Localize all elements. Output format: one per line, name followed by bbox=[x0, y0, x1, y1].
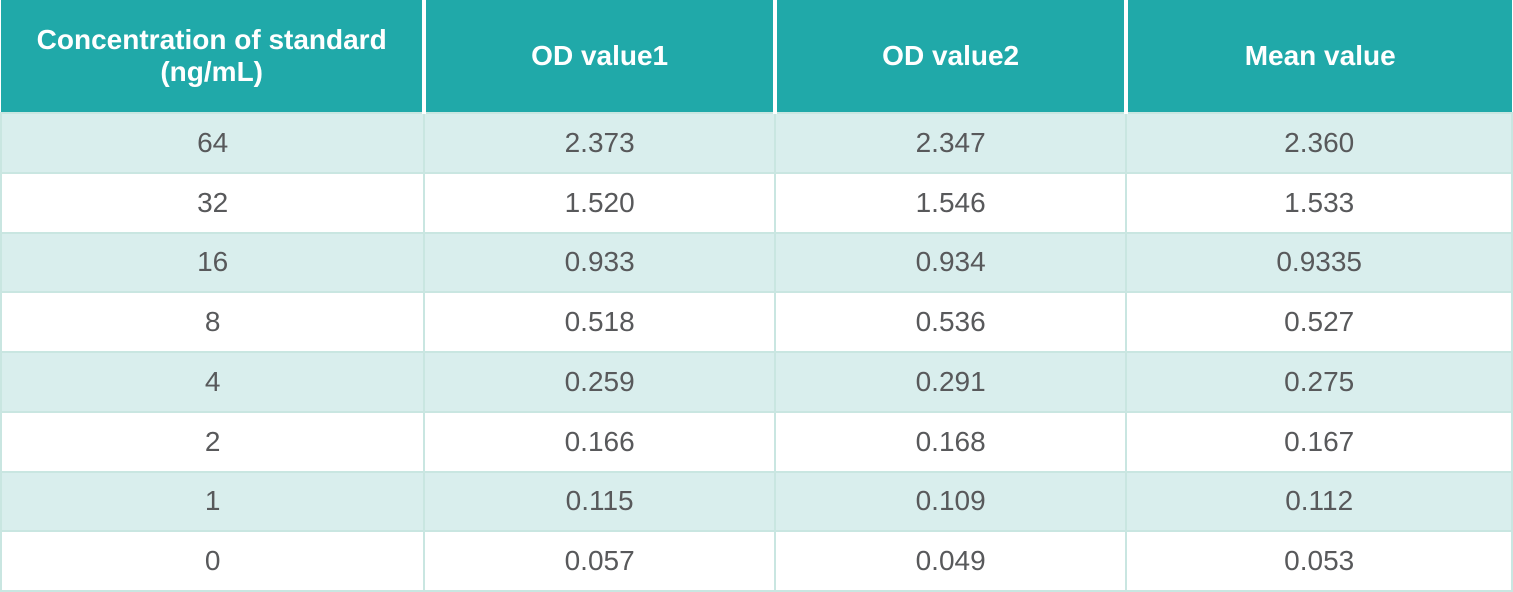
table-header: Concentration of standard (ng/mL) OD val… bbox=[1, 0, 1512, 113]
header-cell-od-value1: OD value1 bbox=[424, 0, 777, 113]
table-cell: 0.166 bbox=[423, 410, 776, 473]
table-cell: 1.520 bbox=[423, 171, 776, 234]
table-cell: 1 bbox=[0, 470, 426, 533]
table-body: 64 2.373 2.347 2.360 32 1.520 1.546 1.53… bbox=[0, 112, 1513, 592]
table-cell: 1.533 bbox=[1125, 171, 1513, 234]
table-cell: 64 bbox=[0, 112, 426, 174]
table-cell: 2.347 bbox=[773, 112, 1128, 174]
table-row: 16 0.933 0.934 0.9335 bbox=[0, 231, 1513, 294]
table-cell: 1.546 bbox=[773, 171, 1128, 234]
table-cell: 0.934 bbox=[773, 231, 1128, 294]
table-row: 64 2.373 2.347 2.360 bbox=[0, 112, 1513, 174]
table-row: 1 0.115 0.109 0.112 bbox=[0, 470, 1513, 533]
table-cell: 0.527 bbox=[1125, 291, 1513, 353]
table-cell: 0.112 bbox=[1125, 470, 1513, 533]
table-cell: 0.291 bbox=[773, 351, 1128, 413]
table-cell: 0.933 bbox=[423, 231, 776, 294]
table-cell: 2.373 bbox=[423, 112, 776, 174]
header-cell-concentration: Concentration of standard (ng/mL) bbox=[1, 0, 427, 113]
table-cell: 0.168 bbox=[773, 410, 1128, 473]
table-row: 32 1.520 1.546 1.533 bbox=[0, 171, 1513, 234]
table-cell: 0.518 bbox=[423, 291, 776, 353]
table-row: 4 0.259 0.291 0.275 bbox=[0, 351, 1513, 413]
table-cell: 0.275 bbox=[1125, 351, 1513, 413]
table-cell: 2.360 bbox=[1125, 112, 1513, 174]
table-cell: 32 bbox=[0, 171, 426, 234]
table-cell: 0.057 bbox=[423, 530, 776, 592]
table-cell: 8 bbox=[0, 291, 426, 353]
table-cell: 0.053 bbox=[1125, 530, 1513, 592]
table-row: 2 0.166 0.168 0.167 bbox=[0, 410, 1513, 473]
header-cell-mean-value: Mean value bbox=[1126, 0, 1512, 113]
table-cell: 0.109 bbox=[773, 470, 1128, 533]
table-cell: 0.115 bbox=[423, 470, 776, 533]
table-cell: 0.259 bbox=[423, 351, 776, 413]
table-cell: 0.167 bbox=[1125, 410, 1513, 473]
table-cell: 0.9335 bbox=[1125, 231, 1513, 294]
table-cell: 0.049 bbox=[773, 530, 1128, 592]
table-row: 0 0.057 0.049 0.053 bbox=[0, 530, 1513, 592]
table-row: 8 0.518 0.536 0.527 bbox=[0, 291, 1513, 353]
table-cell: 16 bbox=[0, 231, 426, 294]
table-cell: 4 bbox=[0, 351, 426, 413]
header-row: Concentration of standard (ng/mL) OD val… bbox=[1, 0, 1512, 113]
table-cell: 2 bbox=[0, 410, 426, 473]
table-cell: 0 bbox=[0, 530, 426, 592]
table-cell: 0.536 bbox=[773, 291, 1128, 353]
header-cell-od-value2: OD value2 bbox=[774, 0, 1129, 113]
